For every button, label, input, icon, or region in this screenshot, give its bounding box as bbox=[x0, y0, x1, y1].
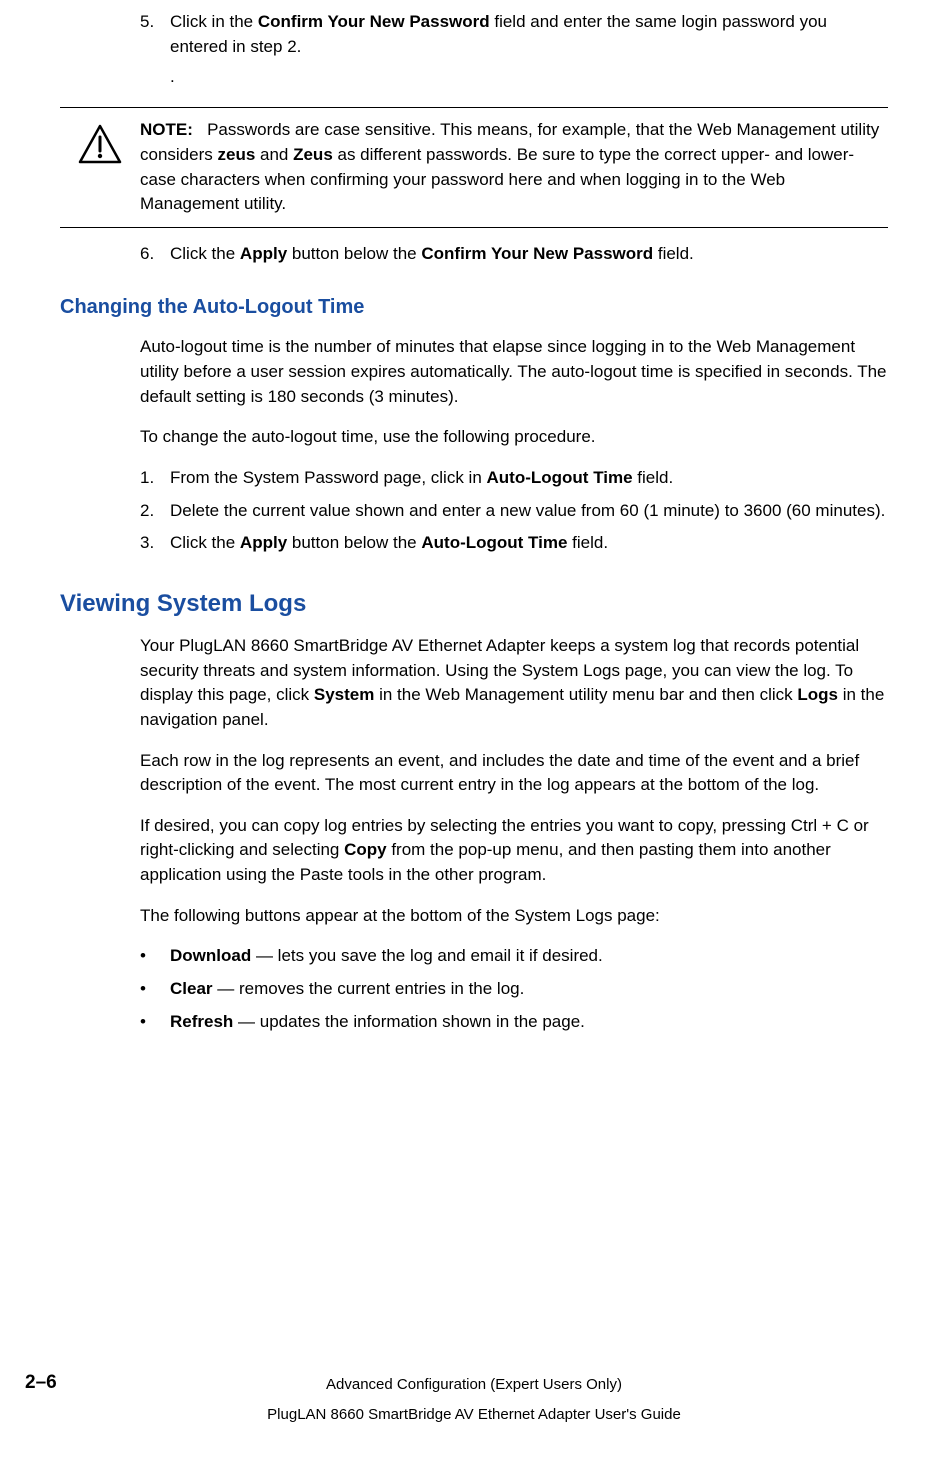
text: field. bbox=[567, 533, 608, 552]
bold-text: Copy bbox=[344, 840, 387, 859]
bold-text: Auto-Logout Time bbox=[487, 468, 633, 487]
auto-step-2: 2. Delete the current value shown and en… bbox=[140, 499, 888, 524]
step-text: From the System Password page, click in … bbox=[170, 466, 888, 491]
step-number: 2. bbox=[140, 499, 170, 524]
paragraph: The following buttons appear at the bott… bbox=[140, 904, 888, 929]
text: — removes the current entries in the log… bbox=[213, 979, 525, 998]
auto-step-1: 1. From the System Password page, click … bbox=[140, 466, 888, 491]
bold-text: Apply bbox=[240, 244, 287, 263]
text: Click the bbox=[170, 533, 240, 552]
bold-text: Confirm Your New Password bbox=[258, 12, 490, 31]
text: button below the bbox=[287, 533, 421, 552]
bullet-char: • bbox=[140, 977, 170, 1002]
bold-text: zeus bbox=[217, 145, 255, 164]
bold-text: Confirm Your New Password bbox=[421, 244, 653, 263]
bullet-download: • Download — lets you save the log and e… bbox=[140, 944, 888, 969]
text: — updates the information shown in the p… bbox=[233, 1012, 585, 1031]
step-5: 5. Click in the Confirm Your New Passwor… bbox=[140, 10, 888, 59]
bold-text: System bbox=[314, 685, 374, 704]
step-6: 6. Click the Apply button below the Conf… bbox=[140, 242, 888, 267]
bullet-text: Clear — removes the current entries in t… bbox=[170, 977, 524, 1002]
paragraph: Auto-logout time is the number of minute… bbox=[140, 335, 888, 409]
warning-icon bbox=[78, 124, 122, 164]
paragraph: Your PlugLAN 8660 SmartBridge AV Etherne… bbox=[140, 634, 888, 733]
note-box: NOTE: Passwords are case sensitive. This… bbox=[60, 107, 888, 228]
heading-system-logs: Viewing System Logs bbox=[60, 590, 888, 618]
footer-line-1: Advanced Configuration (Expert Users Onl… bbox=[0, 1370, 948, 1400]
bullet-char: • bbox=[140, 944, 170, 969]
document-page: 5. Click in the Confirm Your New Passwor… bbox=[0, 0, 948, 1470]
footer-line-2: PlugLAN 8660 SmartBridge AV Ethernet Ada… bbox=[0, 1400, 948, 1430]
step-number: 6. bbox=[140, 242, 170, 267]
text: field. bbox=[653, 244, 694, 263]
text: Click in the bbox=[170, 12, 258, 31]
lone-dot: . bbox=[170, 67, 888, 87]
auto-step-3: 3. Click the Apply button below the Auto… bbox=[140, 531, 888, 556]
heading-auto-logout: Changing the Auto-Logout Time bbox=[60, 296, 888, 319]
bold-text: Logs bbox=[797, 685, 838, 704]
note-label: NOTE: bbox=[140, 120, 193, 139]
text: — lets you save the log and email it if … bbox=[251, 946, 603, 965]
bold-text: Zeus bbox=[293, 145, 333, 164]
step-text: Click the Apply button below the Confirm… bbox=[170, 242, 888, 267]
text: Click the bbox=[170, 244, 240, 263]
text: and bbox=[255, 145, 293, 164]
step-text: Click the Apply button below the Auto-Lo… bbox=[170, 531, 888, 556]
page-footer: Advanced Configuration (Expert Users Onl… bbox=[0, 1370, 948, 1430]
paragraph: If desired, you can copy log entries by … bbox=[140, 814, 888, 888]
warning-icon-col bbox=[60, 118, 140, 217]
bold-text: Clear bbox=[170, 979, 213, 998]
paragraph: Each row in the log represents an event,… bbox=[140, 749, 888, 798]
bullet-refresh: • Refresh — updates the information show… bbox=[140, 1010, 888, 1035]
bold-text: Refresh bbox=[170, 1012, 233, 1031]
step-number: 1. bbox=[140, 466, 170, 491]
text: in the Web Management utility menu bar a… bbox=[374, 685, 797, 704]
bullet-clear: • Clear — removes the current entries in… bbox=[140, 977, 888, 1002]
section-body: Auto-logout time is the number of minute… bbox=[140, 335, 888, 555]
note-text: NOTE: Passwords are case sensitive. This… bbox=[140, 118, 888, 217]
step-text: Click in the Confirm Your New Password f… bbox=[170, 10, 888, 59]
step-list: 5. Click in the Confirm Your New Passwor… bbox=[140, 10, 888, 59]
bullet-text: Download — lets you save the log and ema… bbox=[170, 944, 603, 969]
text: From the System Password page, click in bbox=[170, 468, 487, 487]
bold-text: Apply bbox=[240, 533, 287, 552]
paragraph: To change the auto-logout time, use the … bbox=[140, 425, 888, 450]
bold-text: Auto-Logout Time bbox=[421, 533, 567, 552]
step-number: 5. bbox=[140, 10, 170, 59]
step-list: 6. Click the Apply button below the Conf… bbox=[140, 242, 888, 267]
text: field. bbox=[633, 468, 674, 487]
bullet-text: Refresh — updates the information shown … bbox=[170, 1010, 585, 1035]
bullet-char: • bbox=[140, 1010, 170, 1035]
step-text: Delete the current value shown and enter… bbox=[170, 499, 888, 524]
bold-text: Download bbox=[170, 946, 251, 965]
section-body: Your PlugLAN 8660 SmartBridge AV Etherne… bbox=[140, 634, 888, 1034]
step-number: 3. bbox=[140, 531, 170, 556]
text: button below the bbox=[287, 244, 421, 263]
